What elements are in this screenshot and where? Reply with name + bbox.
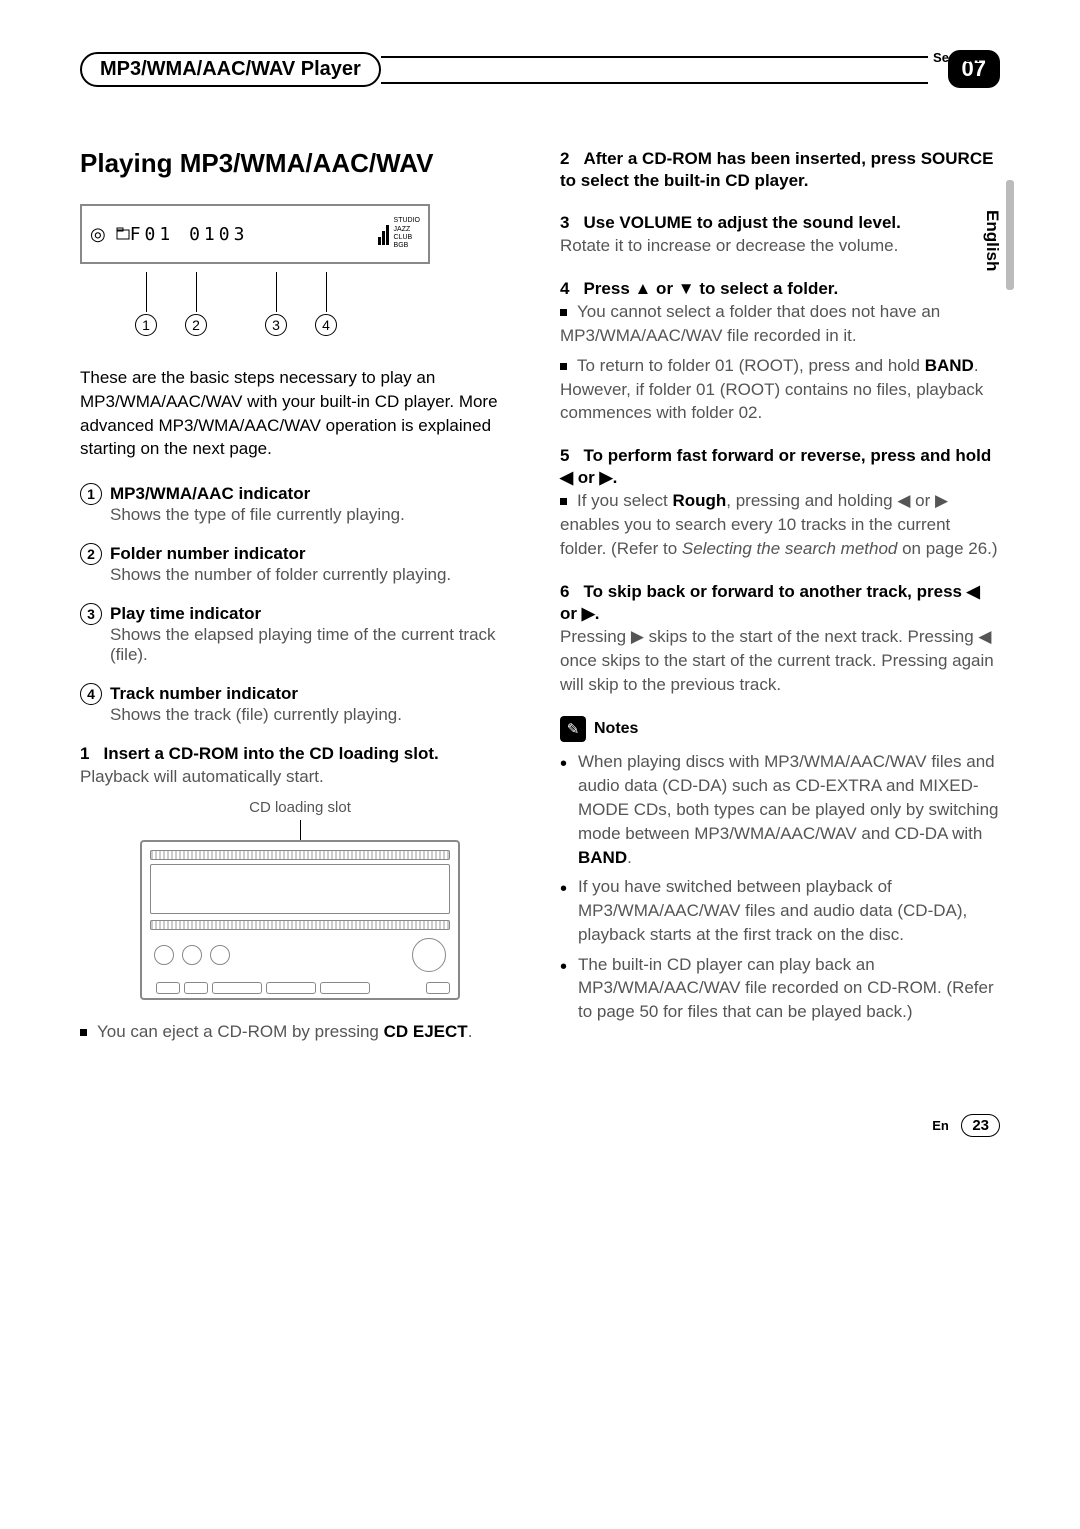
step-head: To perform fast forward or reverse, pres… [560,446,991,487]
cd-slot [150,850,450,860]
unit-button [320,982,370,994]
step-1: 1Insert a CD-ROM into the CD loading slo… [80,743,520,1044]
step-head: To skip back or forward to another track… [560,582,980,623]
indicator-item: 2 Folder number indicator Shows the numbe… [80,543,520,585]
cd-unit-diagram: CD loading slot [80,799,520,1000]
step-body: Rotate it to increase or decrease the vo… [560,234,1000,258]
step-head: Use VOLUME to adjust the sound level. [583,213,900,232]
step-head: Press ▲ or ▼ to select a folder. [583,279,838,298]
indicator-num: 4 [80,683,102,705]
notes-list: When playing discs with MP3/WMA/AAC/WAV … [560,750,1000,1024]
step4-bullet2: To return to folder 01 (ROOT), press and… [560,354,1000,425]
cd-slot-label: CD loading slot [80,799,520,816]
eq-labels: STUDIO JAZZ CLUB BGB [394,217,420,251]
header-title: MP3/WMA/AAC/WAV Player [100,58,361,81]
indicator-num: 2 [80,543,102,565]
indicator-title: Play time indicator [110,604,261,624]
right-column: 2After a CD-ROM has been inserted, press… [560,148,1000,1064]
page-header: MP3/WMA/AAC/WAV Player 07 [80,50,1000,88]
indicator-desc: Shows the number of folder currently pla… [80,565,520,585]
unit-button [212,982,262,994]
header-title-pill: MP3/WMA/AAC/WAV Player [80,52,381,87]
note-item: When playing discs with MP3/WMA/AAC/WAV … [560,750,1000,869]
step-3: 3Use VOLUME to adjust the sound level. R… [560,212,1000,258]
eq-label: CLUB [394,234,420,242]
callout-4: 4 [315,314,337,336]
note-item: The built-in CD player can play back an … [560,953,1000,1024]
indicator-title: MP3/WMA/AAC indicator [110,484,310,504]
language-tab: English [982,210,1002,271]
notes-title: Notes [594,720,638,738]
notes-header: ✎ Notes [560,716,1000,742]
header-connector [381,68,948,70]
step5-bullet: If you select Rough, pressing and holdin… [560,489,1000,560]
disc-icon: ◎ [90,224,106,245]
step-4: 4Press ▲ or ▼ to select a folder. You ca… [560,278,1000,425]
volume-knob-icon [412,938,446,972]
main-heading: Playing MP3/WMA/AAC/WAV [80,148,520,179]
indicator-desc: Shows the elapsed playing time of the cu… [80,625,520,665]
note-item: If you have switched between playback of… [560,875,1000,946]
unit-button [266,982,316,994]
callout-1: 1 [135,314,157,336]
knob-icon [182,945,202,965]
step4-bullet1: You cannot select a folder that does not… [560,300,1000,348]
indicator-desc: Shows the type of file currently playing… [80,505,520,525]
page-footer: En 23 [80,1114,1000,1137]
step-body: Pressing ▶ skips to the start of the nex… [560,625,1000,696]
unit-button [156,982,180,994]
callout-3: 3 [265,314,287,336]
step-head: After a CD-ROM has been inserted, press … [560,149,993,190]
language-side-mark [1006,180,1014,290]
indicator-item: 4 Track number indicator Shows the track … [80,683,520,725]
folder-icon [116,227,130,241]
pencil-icon: ✎ [560,716,586,742]
step-2: 2After a CD-ROM has been inserted, press… [560,148,1000,192]
intro-text: These are the basic steps necessary to p… [80,366,520,461]
knob-icon [154,945,174,965]
indicator-num: 1 [80,483,102,505]
display-diagram: ◎ F01 0103 STUDIO JAZZ CLUB BGB [80,204,430,264]
tape-slot [150,920,450,930]
step-body: Playback will automatically start. [80,765,520,789]
step-head: Insert a CD-ROM into the CD loading slot… [103,744,438,763]
page-number: 23 [961,1114,1000,1137]
signal-icon [378,221,390,247]
indicator-item: 3 Play time indicator Shows the elapsed p… [80,603,520,665]
callout-2: 2 [185,314,207,336]
section-label: Section [933,50,980,65]
eq-label: BGB [394,242,420,250]
indicator-title: Folder number indicator [110,544,306,564]
indicator-item: 1 MP3/WMA/AAC indicator Shows the type of… [80,483,520,525]
knob-icon [210,945,230,965]
left-column: Playing MP3/WMA/AAC/WAV ◎ F01 0103 STUDI… [80,148,520,1064]
step1-bullet: You can eject a CD-ROM by pressing CD EJ… [80,1020,520,1044]
eq-label: STUDIO [394,217,420,225]
indicator-num: 3 [80,603,102,625]
footer-lang: En [932,1118,949,1133]
unit-button [184,982,208,994]
display-text: F01 0103 [130,224,249,245]
step-6: 6To skip back or forward to another trac… [560,581,1000,697]
unit-button [426,982,450,994]
eq-label: JAZZ [394,226,420,234]
indicator-title: Track number indicator [110,684,298,704]
indicator-desc: Shows the track (file) currently playing… [80,705,520,725]
diagram-callouts: 1 2 3 4 [135,272,520,336]
step-5: 5To perform fast forward or reverse, pre… [560,445,1000,561]
